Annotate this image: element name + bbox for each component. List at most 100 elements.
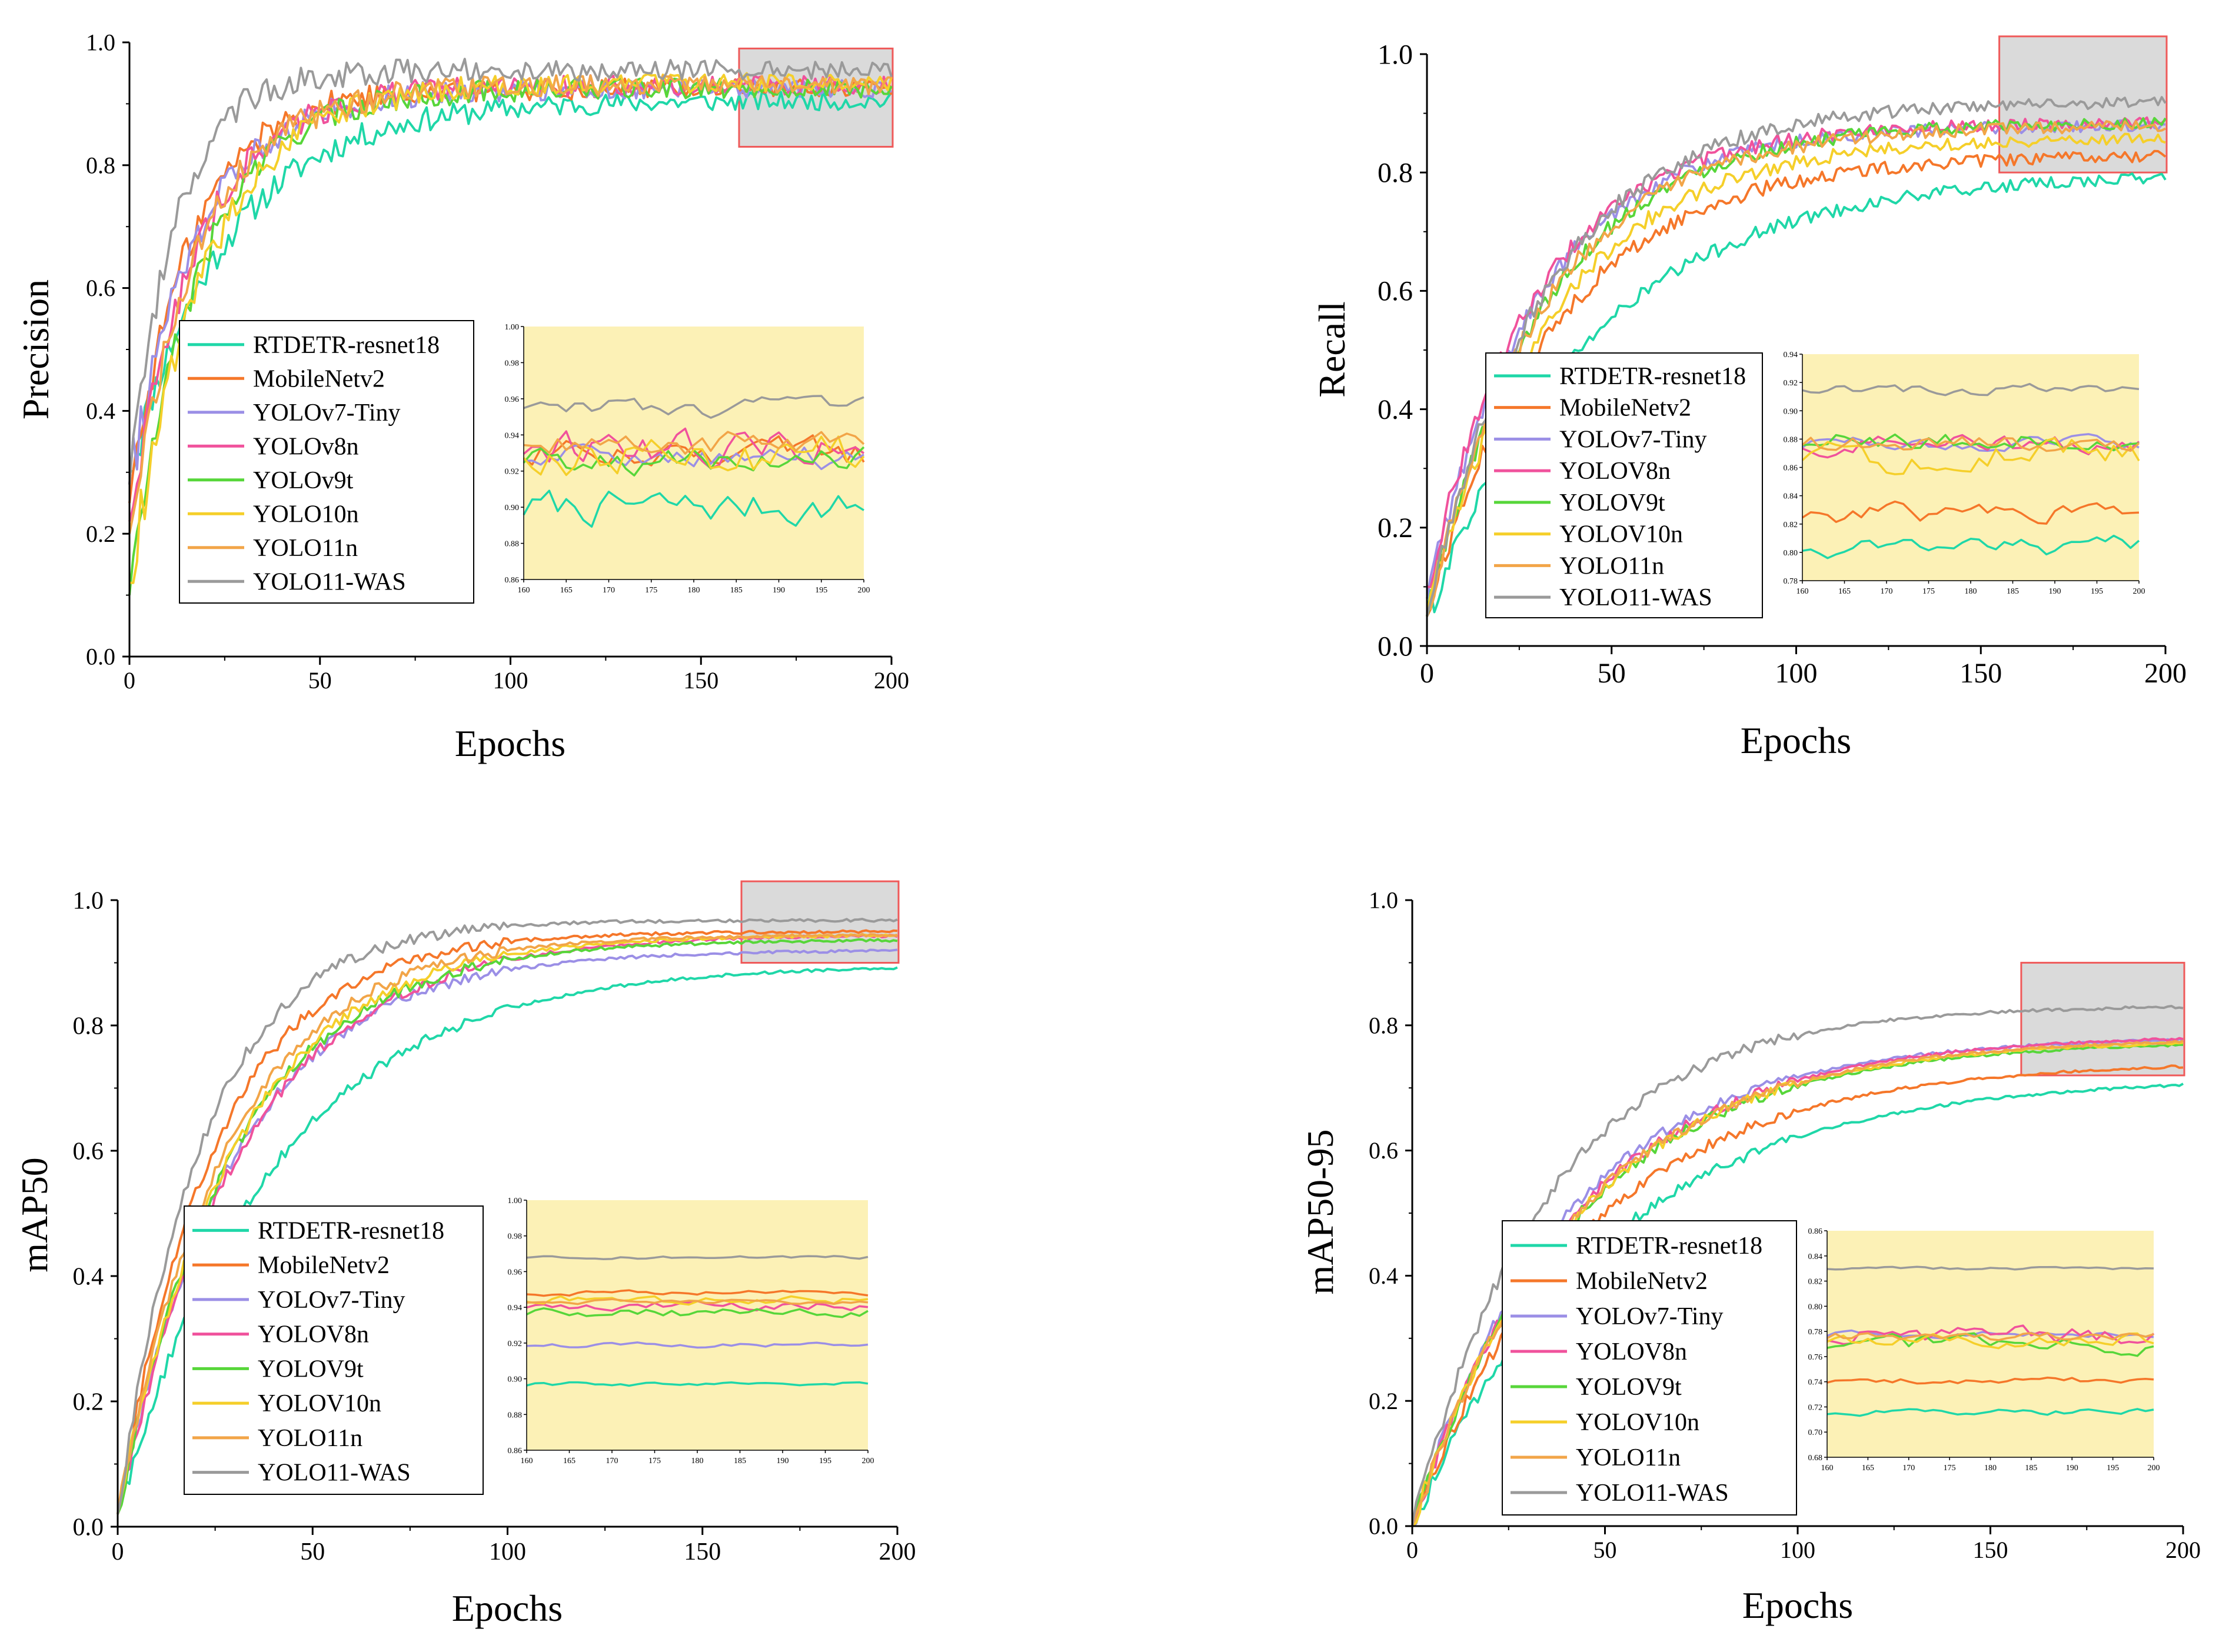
legend-label: YOLOv7-Tiny	[258, 1287, 405, 1314]
inset-series-line-rtdetr	[1827, 1408, 2154, 1417]
legend-label: YOLOV8n	[1576, 1338, 1687, 1365]
inset-x-tick-label: 180	[691, 1457, 704, 1466]
y-tick-label: 0.6	[73, 1138, 104, 1165]
x-tick-label: 100	[493, 667, 528, 694]
series-line-was	[1426, 96, 2167, 617]
inset-x-tick-label: 165	[1838, 587, 1851, 596]
y-tick-label: 0.2	[1369, 1388, 1398, 1414]
y-tick-label: 0.4	[1369, 1263, 1398, 1289]
inset-y-tick-label: 0.80	[1784, 549, 1798, 558]
x-axis-title: Epochs	[1741, 720, 1851, 761]
inset-y-tick-label: 0.84	[1784, 492, 1798, 501]
series-line-was	[128, 58, 893, 485]
inset-series-line-mobilenet	[523, 434, 865, 467]
x-axis-title: Epochs	[455, 722, 565, 764]
inset-y-tick-label: 0.86	[505, 576, 520, 585]
inset-series-line-yolo11n	[526, 1298, 869, 1305]
inset-x-tick-label: 185	[2025, 1464, 2037, 1473]
inset-plot: 0.86 0.88 0.90 0.92 0.94 0.96 0.98 1.00 160 165 17…	[505, 323, 870, 595]
inset-y-tick-label: 1.00	[508, 1197, 523, 1205]
legend-label: RTDETR-resnet18	[253, 332, 440, 359]
inset-y-tick-label: 0.72	[1808, 1403, 1823, 1412]
inset-y-tick-label: 0.86	[1784, 464, 1798, 473]
inset-x-tick-label: 170	[1902, 1464, 1915, 1473]
x-tick-label: 0	[124, 667, 135, 694]
legend-label: RTDETR-resnet18	[1559, 363, 1746, 390]
inset-x-tick-label: 195	[819, 1457, 831, 1466]
inset-y-tick-label: 0.92	[505, 468, 520, 477]
legend-label: YOLO11-WAS	[1559, 584, 1712, 611]
legend-label: YOLOV9t	[258, 1355, 364, 1383]
legend-label: YOLOv7-Tiny	[253, 399, 400, 427]
inset-x-tick-label: 195	[815, 586, 827, 595]
y-axis-title: mAP50-95	[1299, 1130, 1341, 1295]
inset-background	[1802, 354, 2139, 581]
legend-label: YOLOV10n	[258, 1390, 381, 1417]
inset-y-tick-label: 0.78	[1808, 1328, 1823, 1337]
legend-label: YOLO11-WAS	[258, 1460, 411, 1487]
series-line-rtdetr	[117, 966, 898, 1515]
series-line-was	[117, 918, 898, 1515]
inset-x-tick-label: 175	[648, 1457, 661, 1466]
series-line-yolo11n	[117, 932, 898, 1514]
inset-x-tick-label: 160	[1796, 587, 1809, 596]
inset-x-tick-label: 200	[858, 586, 870, 595]
series-line-yolov7	[117, 948, 898, 1515]
inset-y-tick-label: 0.96	[505, 395, 520, 404]
y-tick-label: 1.0	[73, 887, 104, 914]
legend-label: MobileNetv2	[258, 1252, 390, 1279]
series-line-yolo10	[129, 72, 893, 584]
inset-x-tick-label: 190	[773, 586, 785, 595]
x-axis-title: Epochs	[1742, 1584, 1853, 1626]
inset-series-line-yolo11n	[1801, 436, 2140, 452]
x-tick-label: 200	[2165, 1537, 2201, 1563]
series-line-yolo11n	[1426, 120, 2166, 612]
legend-box	[179, 320, 474, 604]
y-tick-label: 0.2	[1378, 512, 1413, 544]
inset-x-tick-label: 160	[1821, 1464, 1834, 1473]
x-axis-title: Epochs	[452, 1587, 563, 1629]
inset-x-tick-label: 195	[2091, 587, 2103, 596]
legend-label: YOLOv7-Tiny	[1576, 1303, 1723, 1330]
legend: RTDETR-resnet18 MobileNetv2 YOLOv7-Tiny YOL…	[184, 1205, 484, 1495]
chart-map50: 0.00.20.40.60.81.00 50 100 150 200EpochsmAP5…	[14, 880, 916, 1629]
inset-y-tick-label: 0.98	[508, 1233, 523, 1241]
zoom-region-box	[2020, 961, 2185, 1077]
inset-y-tick-label: 0.94	[505, 431, 520, 440]
inset-x-tick-label: 160	[521, 1457, 533, 1466]
inset-x-tick-label: 190	[2049, 587, 2061, 596]
x-tick-label: 0	[112, 1538, 124, 1566]
inset-y-tick-label: 0.80	[1808, 1303, 1823, 1311]
inset-y-tick-label: 0.88	[1784, 435, 1798, 444]
legend-label: YOLOV10n	[1559, 521, 1683, 548]
inset-x-tick-label: 180	[688, 586, 700, 595]
x-tick-label: 50	[1593, 1537, 1617, 1563]
legend-label: YOLO11-WAS	[1576, 1480, 1729, 1507]
inset-x-tick-label: 170	[1881, 587, 1893, 596]
inset-y-tick-label: 0.88	[508, 1411, 523, 1420]
y-tick-label: 1.0	[1369, 887, 1398, 914]
legend-label: YOLO10n	[253, 501, 359, 528]
inset-y-tick-label: 0.90	[1784, 407, 1798, 416]
inset-series-line-yolov7	[526, 1341, 869, 1349]
inset-series-line-yolo11n	[1827, 1331, 2154, 1341]
x-tick-label: 150	[1959, 658, 2002, 689]
inset-x-tick-label: 175	[645, 586, 657, 595]
x-tick-label: 200	[879, 1538, 916, 1566]
inset-y-tick-label: 0.92	[1784, 379, 1798, 388]
inset-y-tick-label: 0.86	[1808, 1227, 1823, 1236]
y-axis-title: mAP50	[14, 1157, 55, 1273]
inset-x-tick-label: 165	[563, 1457, 575, 1466]
inset-plot: 0.86 0.88 0.90 0.92 0.94 0.96 0.98 1.00 160 165 17…	[508, 1197, 874, 1466]
inset-y-tick-label: 0.70	[1808, 1428, 1823, 1437]
chart-recall: 0.0 0.2 0.4 0.6 0.8 1.0 0 50 100 150 200 Epochs Reca…	[1311, 35, 2187, 761]
series-line-mobilenet	[117, 929, 898, 1515]
inset-x-tick-label: 175	[1944, 1464, 1956, 1473]
y-tick-label: 0.6	[1369, 1137, 1398, 1164]
inset-x-tick-label: 165	[560, 586, 573, 595]
y-tick-label: 0.0	[1378, 631, 1413, 662]
x-tick-label: 200	[874, 667, 909, 694]
inset-x-tick-label: 185	[734, 1457, 746, 1466]
inset-x-tick-label: 200	[2148, 1464, 2160, 1473]
x-tick-label: 150	[683, 667, 718, 694]
